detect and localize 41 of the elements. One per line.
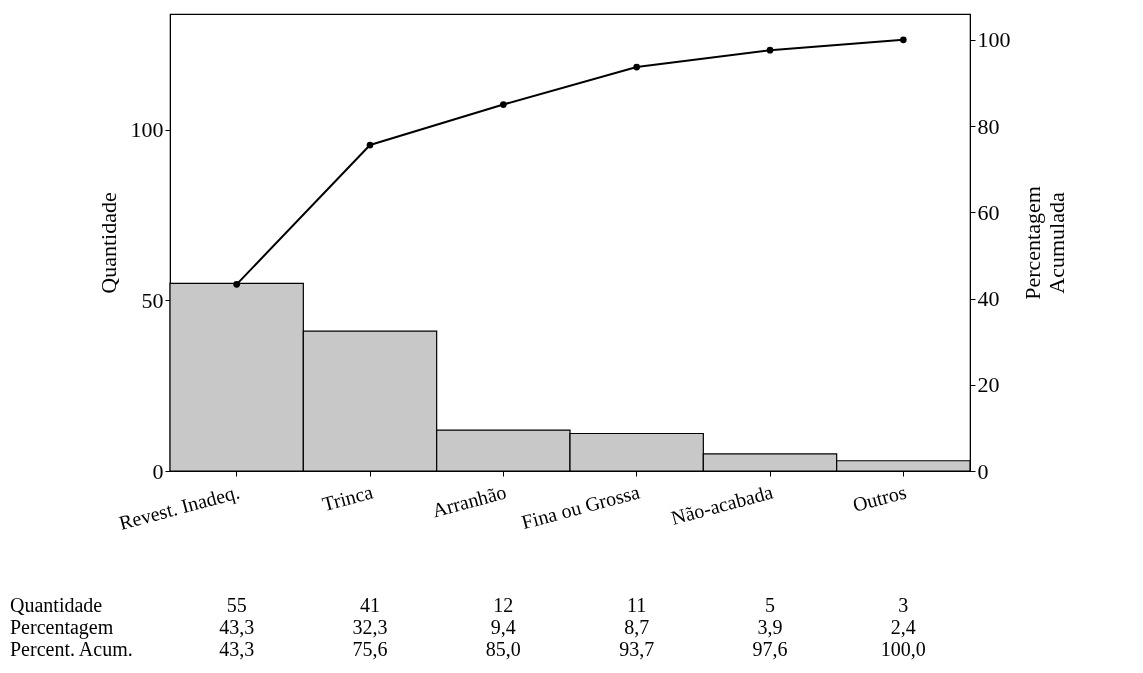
text: Quantidade	[10, 594, 103, 616]
text: 8,7	[624, 616, 650, 638]
data-label: 41	[360, 594, 380, 616]
data-label: 100,0	[880, 638, 926, 660]
y2-axis-title: Percentagem Acumulada	[1019, 186, 1069, 300]
x-tick-label: Outros	[850, 480, 909, 516]
y-axis-title: Quantidade	[95, 192, 121, 294]
y2-tick-label: 0	[977, 458, 989, 484]
y-tick-label: 50	[141, 287, 164, 313]
data-label: 3	[898, 594, 909, 616]
y-tick-label: 100	[130, 117, 164, 143]
text: 43,3	[219, 616, 255, 638]
y2-tick-label: 20	[977, 372, 1000, 398]
y2-tick-label: 60	[977, 199, 1000, 225]
point	[499, 101, 507, 108]
y2-tick-label: 100	[977, 27, 1011, 53]
point	[366, 141, 374, 149]
data-label: 11	[627, 594, 647, 616]
text: 32,3	[352, 616, 388, 638]
point	[633, 63, 641, 71]
text: Percent. Acum.	[10, 638, 133, 660]
x-tick-label: Trinca	[319, 480, 376, 516]
data-label: 93,7	[619, 638, 655, 660]
data-label: 75,6	[352, 638, 388, 660]
text: 2,4	[890, 616, 916, 638]
data-label: 85,0	[485, 638, 521, 660]
point	[899, 36, 907, 44]
text: Percentagem	[10, 616, 114, 639]
point	[233, 280, 241, 288]
text: 9,4	[490, 616, 516, 638]
data-label: 12	[493, 594, 514, 616]
data-label: 55	[226, 594, 247, 616]
text: 3,9	[757, 616, 783, 638]
data-label: 43,3	[219, 638, 255, 660]
y2-tick-label: 40	[977, 286, 1000, 312]
data-label: 97,6	[752, 638, 788, 660]
x-tick-label: Fina ou Grossa	[519, 480, 642, 534]
y2-tick-label: 80	[977, 113, 1000, 139]
point	[766, 46, 774, 54]
data-label: 5	[765, 594, 775, 616]
x-tick-label: Arranhão	[429, 480, 509, 522]
